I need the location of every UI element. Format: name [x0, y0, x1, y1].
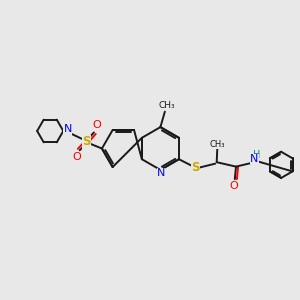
Text: N: N [64, 124, 72, 134]
Text: N: N [157, 169, 165, 178]
Text: O: O [72, 152, 81, 162]
Text: O: O [229, 181, 238, 191]
Text: S: S [191, 161, 200, 174]
Text: S: S [82, 136, 91, 148]
Text: CH₃: CH₃ [209, 140, 225, 149]
Text: O: O [92, 120, 101, 130]
Text: CH₃: CH₃ [158, 101, 175, 110]
Text: N: N [250, 154, 259, 164]
Text: H: H [253, 150, 260, 160]
Text: N: N [64, 127, 72, 136]
